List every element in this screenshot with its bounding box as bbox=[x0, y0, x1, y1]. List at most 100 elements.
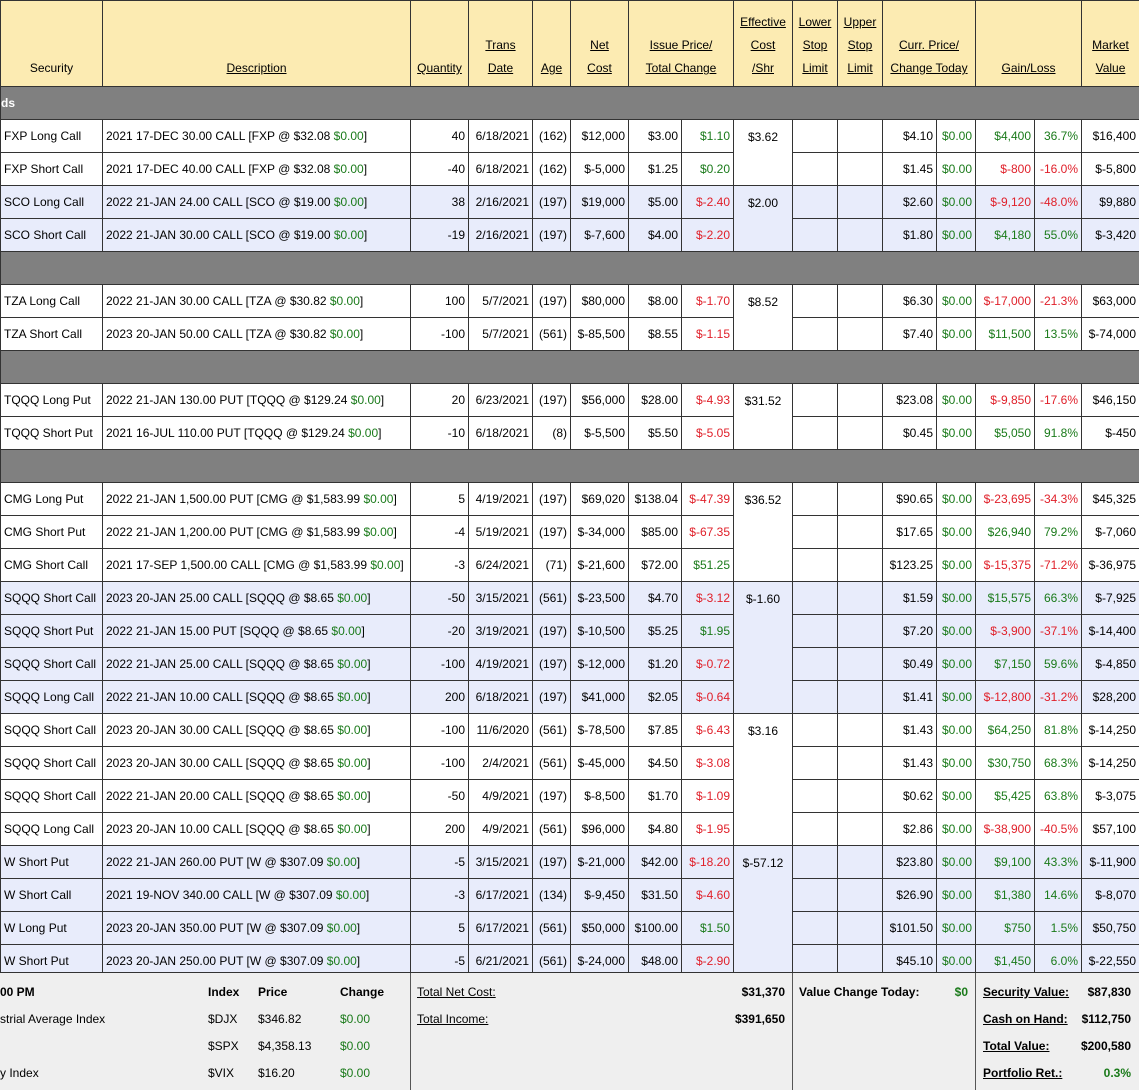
effective-cost: $-57.12 bbox=[733, 845, 793, 978]
market-value: $-7,060 bbox=[1081, 515, 1139, 549]
gain-loss: $30,750 bbox=[975, 746, 1035, 780]
gain-loss: $-9,850 bbox=[975, 383, 1035, 417]
change-today: $0.00 bbox=[936, 218, 976, 252]
security: W Short Call bbox=[0, 878, 103, 912]
gain-loss-pct: -48.0% bbox=[1034, 185, 1082, 219]
upper-stop bbox=[837, 284, 883, 318]
effective-cost: $3.62 bbox=[733, 119, 793, 186]
position-row: W Long Put 2023 20-JAN 350.00 PUT [W @ $3… bbox=[0, 911, 1139, 945]
gain-loss-pct: -71.2% bbox=[1034, 548, 1082, 582]
header-text: Effective bbox=[740, 15, 786, 29]
description: 2021 17-DEC 40.00 CALL [FXP @ $32.08 $0.… bbox=[102, 152, 411, 186]
market-value: $63,000 bbox=[1081, 284, 1139, 318]
lower-stop bbox=[792, 416, 838, 450]
trans-date: 2/16/2021 bbox=[468, 218, 533, 252]
market-value: $-7,925 bbox=[1081, 581, 1139, 615]
trans-date: 5/19/2021 bbox=[468, 515, 533, 549]
security: SCO Short Call bbox=[0, 218, 103, 252]
age: (197) bbox=[532, 845, 571, 879]
description-text: 2022 21-JAN 10.00 CALL [SQQQ @ $8.65 bbox=[106, 690, 338, 704]
net-cost: $56,000 bbox=[570, 383, 629, 417]
security: SQQQ Short Call bbox=[0, 746, 103, 780]
trans-date: 2/4/2021 bbox=[468, 746, 533, 780]
position-row: FXP Long Call 2021 17-DEC 30.00 CALL [FXP… bbox=[0, 119, 1139, 186]
index-change: $0.00 bbox=[326, 921, 357, 935]
index-price: $16.20 bbox=[258, 1066, 295, 1080]
lower-stop bbox=[792, 845, 838, 879]
current-price: $26.90 bbox=[882, 878, 937, 912]
lower-stop bbox=[792, 383, 838, 417]
header-text: Value bbox=[1095, 61, 1126, 75]
gain-loss-pct: 1.5% bbox=[1034, 911, 1082, 945]
index-change: $0.00 bbox=[340, 1039, 371, 1053]
gain-loss-pct: -21.3% bbox=[1034, 284, 1082, 318]
index-change: $0.00 bbox=[370, 558, 401, 572]
total-change: $1.10 bbox=[681, 119, 734, 153]
description-text: 2023 20-JAN 25.00 CALL [SQQQ @ $8.65 bbox=[106, 591, 338, 605]
upper-stop bbox=[837, 845, 883, 879]
gain-loss: $4,180 bbox=[975, 218, 1035, 252]
description-end: ] bbox=[356, 855, 361, 869]
gain-loss-pct: 59.6% bbox=[1034, 647, 1082, 681]
index-change: $0.00 bbox=[337, 756, 368, 770]
quantity: -100 bbox=[410, 746, 469, 780]
gain-loss: $7,150 bbox=[975, 647, 1035, 681]
age: (197) bbox=[532, 218, 571, 252]
current-price: $7.40 bbox=[882, 317, 937, 351]
position-row: SQQQ Short Call 2023 20-JAN 30.00 CALL [S… bbox=[0, 746, 1139, 780]
index-change: $0.00 bbox=[337, 789, 368, 803]
description: 2021 17-SEP 1,500.00 CALL [CMG @ $1,583.… bbox=[102, 548, 411, 582]
position-row: SCO Long Call 2022 21-JAN 24.00 CALL [SCO… bbox=[0, 185, 1139, 252]
issue-price: $28.00 bbox=[628, 383, 682, 417]
age: (197) bbox=[532, 779, 571, 813]
summary-label: Total Value: bbox=[983, 1039, 1050, 1053]
description-end: ] bbox=[367, 591, 371, 605]
gain-loss: $26,940 bbox=[975, 515, 1035, 549]
description-text: 2022 21-JAN 25.00 CALL [SQQQ @ $8.65 bbox=[106, 657, 338, 671]
trans-date: 5/7/2021 bbox=[468, 284, 533, 318]
description-text: 2022 21-JAN 30.00 CALL [SCO @ $19.00 bbox=[106, 228, 334, 242]
position-row: W Short Call 2021 19-NOV 340.00 CALL [W @… bbox=[0, 878, 1139, 912]
market-value: $-450 bbox=[1081, 416, 1139, 450]
group-separator bbox=[0, 449, 1139, 483]
separator-cell bbox=[0, 449, 1139, 483]
index-change: $0.00 bbox=[329, 327, 360, 341]
age: (162) bbox=[532, 152, 571, 186]
change-today: $0.00 bbox=[936, 746, 976, 780]
column-header: Quantity bbox=[410, 0, 469, 87]
description-text: 2021 17-DEC 30.00 CALL [FXP @ $32.08 bbox=[106, 129, 334, 143]
issue-price: $4.70 bbox=[628, 581, 682, 615]
position-row: TQQQ Short Put 2021 16-JUL 110.00 PUT [TQ… bbox=[0, 416, 1139, 450]
description-end: ] bbox=[400, 558, 404, 572]
change-today: $0.00 bbox=[936, 812, 976, 846]
column-header: Effective Cost/Shr bbox=[733, 0, 793, 87]
upper-stop bbox=[837, 779, 883, 813]
issue-price: $4.80 bbox=[628, 812, 682, 846]
security: TZA Short Call bbox=[0, 317, 103, 351]
age: (197) bbox=[532, 482, 571, 516]
net-cost: $-23,500 bbox=[570, 581, 629, 615]
index-change: $0.00 bbox=[333, 162, 364, 176]
lower-stop bbox=[792, 878, 838, 912]
security: SCO Long Call bbox=[0, 185, 103, 219]
current-price: $23.08 bbox=[882, 383, 937, 417]
header-text: Lower bbox=[798, 15, 832, 29]
current-price: $1.43 bbox=[882, 746, 937, 780]
description: 2022 21-JAN 15.00 PUT [SQQQ @ $8.65 $0.0… bbox=[102, 614, 411, 648]
header-text: Cost bbox=[750, 38, 776, 52]
separator-cell bbox=[0, 350, 1139, 384]
change-today: $0.00 bbox=[936, 779, 976, 813]
net-cost: $-78,500 bbox=[570, 713, 629, 747]
total-change: $-2.40 bbox=[681, 185, 734, 219]
age: (561) bbox=[532, 713, 571, 747]
effective-cost: $8.52 bbox=[733, 284, 793, 351]
gain-loss-pct: 55.0% bbox=[1034, 218, 1082, 252]
description-text: 2021 16-JUL 110.00 PUT [TQQQ @ $129.24 bbox=[106, 426, 349, 440]
age: (561) bbox=[532, 746, 571, 780]
description-text: 2023 20-JAN 30.00 CALL [SQQQ @ $8.65 bbox=[106, 756, 338, 770]
age: (197) bbox=[532, 680, 571, 714]
index-change: $0.00 bbox=[363, 525, 394, 539]
age: (197) bbox=[532, 614, 571, 648]
position-row: CMG Long Put 2022 21-JAN 1,500.00 PUT [CM… bbox=[0, 482, 1139, 582]
